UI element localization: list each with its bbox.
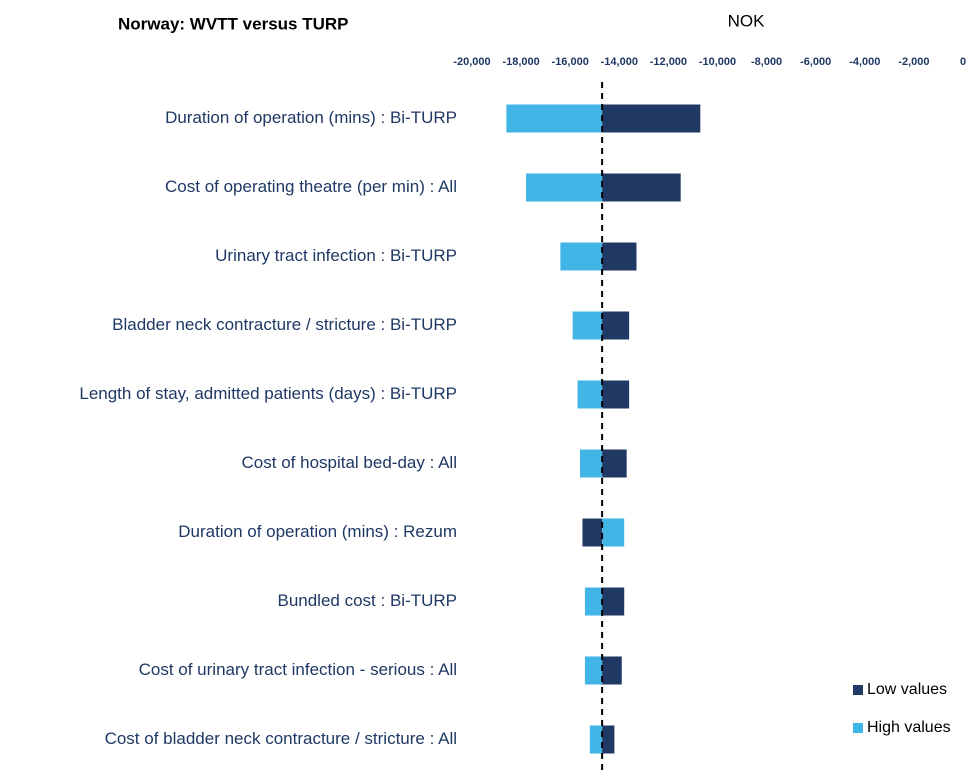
legend-swatch (853, 685, 863, 695)
category-label: Bladder neck contracture / stricture : B… (112, 315, 457, 334)
legend-label: High values (867, 719, 951, 736)
bar (602, 242, 637, 271)
x-tick-label: -10,000 (699, 56, 736, 68)
bar (602, 104, 701, 133)
category-label: Bundled cost : Bi-TURP (277, 591, 457, 610)
bar (584, 656, 603, 685)
category-label: Cost of urinary tract infection - seriou… (139, 660, 457, 679)
x-tick-label: -16,000 (552, 56, 589, 68)
bar (560, 242, 603, 271)
x-tick-label: 0 (960, 56, 966, 68)
x-tick-label: -6,000 (800, 56, 831, 68)
bar (577, 380, 603, 409)
bar (602, 656, 622, 685)
category-label: Urinary tract infection : Bi-TURP (215, 246, 457, 265)
x-tick-label: -8,000 (751, 56, 782, 68)
chart-title: Norway: WVTT versus TURP (118, 14, 349, 33)
x-tick-label: -20,000 (453, 56, 490, 68)
x-tick-label: -18,000 (502, 56, 539, 68)
bar (602, 518, 625, 547)
category-label: Length of stay, admitted patients (days)… (79, 384, 457, 403)
bar (506, 104, 603, 133)
x-tick-label: -4,000 (849, 56, 880, 68)
category-label: Cost of hospital bed-day : All (242, 453, 457, 472)
category-label: Cost of operating theatre (per min) : Al… (165, 177, 457, 196)
category-label: Cost of bladder neck contracture / stric… (105, 729, 457, 748)
bar (602, 725, 615, 754)
category-label: Duration of operation (mins) : Rezum (178, 522, 457, 541)
bar (602, 173, 681, 202)
legend-swatch (853, 723, 863, 733)
bar (602, 449, 627, 478)
bar (602, 380, 630, 409)
bar (582, 518, 603, 547)
x-tick-label: -2,000 (898, 56, 929, 68)
x-tick-label: -12,000 (650, 56, 687, 68)
bar (602, 587, 625, 616)
axis-label: NOK (728, 11, 766, 30)
bar (602, 311, 630, 340)
bar (580, 449, 603, 478)
category-label: Duration of operation (mins) : Bi-TURP (165, 108, 457, 127)
bar (584, 587, 603, 616)
bar (526, 173, 603, 202)
x-tick-label: -14,000 (601, 56, 638, 68)
bar (589, 725, 603, 754)
bar (572, 311, 603, 340)
legend-label: Low values (867, 681, 947, 698)
